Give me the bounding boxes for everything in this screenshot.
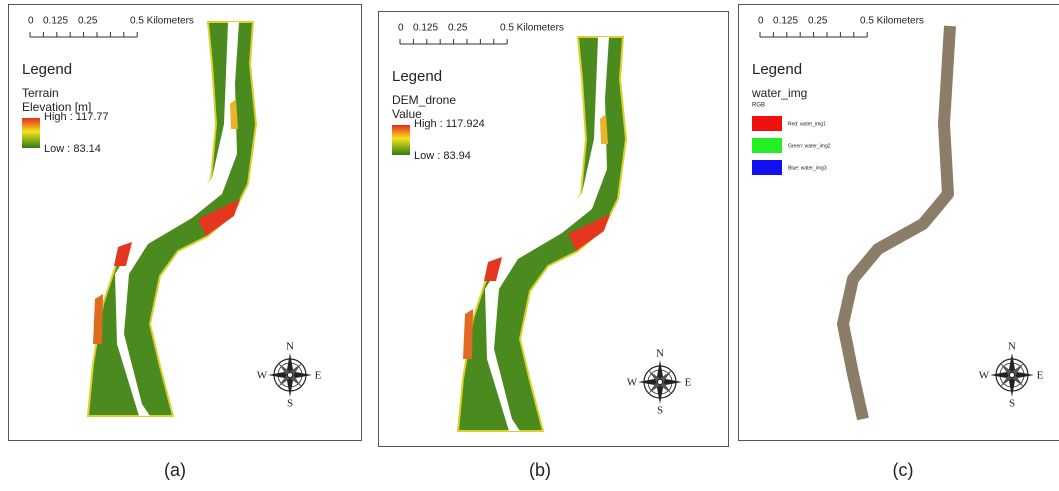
- legend-title: Legend: [22, 61, 72, 78]
- legend-field: RGB: [752, 103, 765, 109]
- scale-label: 0.125: [773, 16, 798, 27]
- legend-low: Low : 83.14: [44, 143, 101, 155]
- legend-band: Red: water_img1: [788, 121, 826, 127]
- map-panel: 0 0.125 0.25 0.5 Kilometers Legend water_img R…: [739, 5, 1059, 441]
- panel-caption: (c): [893, 460, 914, 480]
- scale-label: 0.5 Kilometers: [130, 16, 194, 27]
- scale-label: 0.25: [448, 23, 468, 34]
- legend-band: Blue: water_img3: [788, 165, 827, 171]
- compass-s: S: [287, 398, 293, 410]
- scale-label: 0.5 Kilometers: [500, 23, 564, 34]
- compass-n: N: [1008, 341, 1016, 353]
- legend-layer: Terrain: [22, 86, 59, 100]
- legend-title: Legend: [392, 68, 442, 85]
- compass-e: E: [315, 370, 322, 382]
- legend-swatch: [752, 116, 782, 131]
- scale-label: 0.25: [808, 16, 828, 27]
- compass-e: E: [685, 377, 692, 389]
- legend-high: High : 117.77: [44, 111, 109, 123]
- legend-layer: DEM_drone: [392, 93, 456, 107]
- legend-low: Low : 83.94: [414, 150, 471, 162]
- legend-swatch: [752, 138, 782, 153]
- legend-layer: water_img: [751, 86, 807, 100]
- scale-label: 0: [398, 23, 404, 34]
- legend-ramp: [22, 118, 40, 148]
- legend-ramp: [392, 125, 410, 155]
- panel-caption: (a): [164, 460, 186, 480]
- scale-label: 0.25: [78, 16, 98, 27]
- compass-w: W: [627, 377, 638, 389]
- scale-label: 0: [28, 16, 34, 27]
- compass-w: W: [979, 370, 990, 382]
- legend-band: Green: water_img2: [788, 143, 831, 149]
- figure: 00.1250.250.5 KilometersLegendTerrainEle…: [0, 0, 1059, 491]
- compass-s: S: [1009, 398, 1015, 410]
- legend-swatch: [752, 160, 782, 175]
- legend-high: High : 117.924: [414, 118, 485, 130]
- compass-e: E: [1037, 370, 1044, 382]
- scale-label: 0.125: [413, 23, 438, 34]
- compass-w: W: [257, 370, 268, 382]
- scale-label: 0: [758, 16, 764, 27]
- panel-caption: (b): [529, 460, 551, 480]
- compass-n: N: [656, 348, 664, 360]
- compass-n: N: [286, 341, 294, 353]
- compass-s: S: [657, 405, 663, 417]
- legend-title: Legend: [752, 61, 802, 78]
- scale-label: 0.125: [43, 16, 68, 27]
- scale-label: 0.5 Kilometers: [860, 16, 924, 27]
